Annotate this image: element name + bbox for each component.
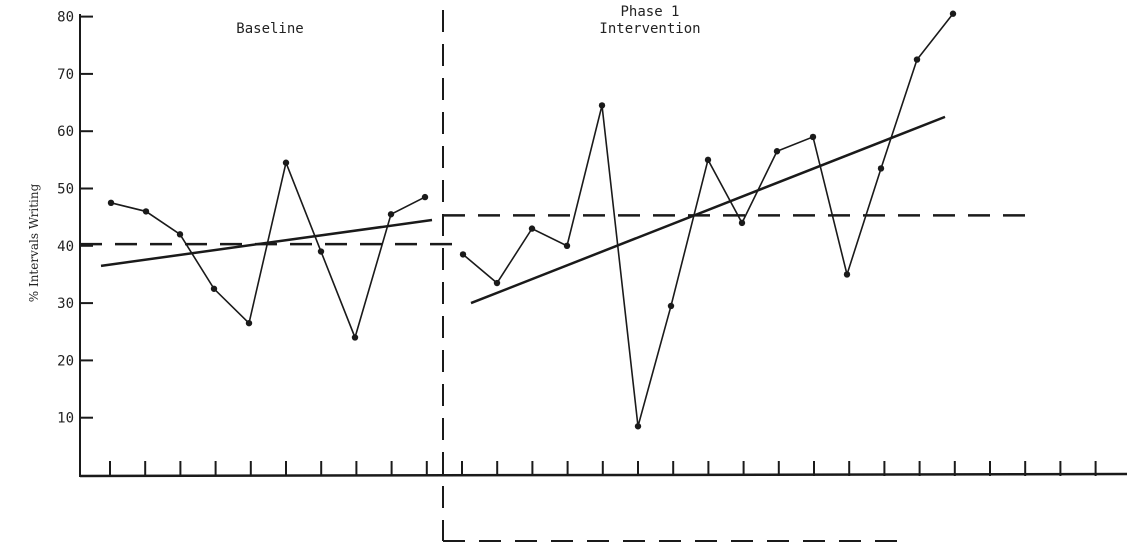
chart-axes bbox=[79, 14, 1128, 478]
data-point bbox=[493, 279, 501, 287]
data-point bbox=[949, 10, 957, 17]
trend-line bbox=[470, 115, 946, 305]
data-point bbox=[528, 225, 536, 232]
y-axis-label: % Intervals Writing bbox=[27, 183, 41, 302]
data-point bbox=[773, 148, 781, 155]
data-point bbox=[459, 251, 467, 258]
data-series bbox=[107, 10, 957, 430]
y-tick-label: 60 bbox=[57, 124, 74, 140]
data-point bbox=[563, 242, 571, 249]
phase-change-line bbox=[442, 10, 910, 542]
data-point bbox=[387, 211, 395, 218]
y-tick-label: 50 bbox=[57, 182, 74, 198]
data-point bbox=[667, 302, 675, 310]
phase-label: Intervention bbox=[599, 21, 700, 37]
y-tick-label: 40 bbox=[57, 239, 74, 255]
y-tick-label: 30 bbox=[57, 296, 74, 312]
data-point bbox=[317, 248, 325, 255]
phase-label: Baseline bbox=[236, 21, 303, 37]
data-point bbox=[421, 193, 429, 201]
data-point bbox=[913, 56, 921, 63]
chart-labels: 10 20 30 40 50 60 70 80 % Intervals Writing Basel… bbox=[27, 4, 701, 427]
y-tick-label: 10 bbox=[57, 411, 74, 427]
data-point bbox=[634, 423, 642, 430]
data-point bbox=[704, 156, 712, 164]
y-tick-label: 20 bbox=[57, 353, 74, 369]
trend-line bbox=[100, 218, 433, 268]
data-point bbox=[809, 133, 817, 141]
phase-label: Phase 1 bbox=[620, 4, 679, 20]
data-point bbox=[877, 165, 885, 172]
data-point bbox=[245, 319, 253, 327]
data-point bbox=[598, 102, 606, 109]
series-line bbox=[110, 160, 426, 340]
data-point bbox=[282, 159, 290, 166]
series-line bbox=[462, 13, 954, 427]
data-point bbox=[351, 334, 359, 341]
trend-lines bbox=[100, 115, 946, 305]
y-tick-label: 80 bbox=[57, 10, 74, 26]
data-point bbox=[142, 208, 150, 215]
data-point bbox=[210, 285, 218, 292]
data-point bbox=[738, 219, 746, 227]
y-tick-label: 70 bbox=[57, 67, 74, 83]
data-point bbox=[176, 231, 184, 238]
data-point bbox=[843, 271, 851, 278]
data-point bbox=[107, 199, 115, 207]
